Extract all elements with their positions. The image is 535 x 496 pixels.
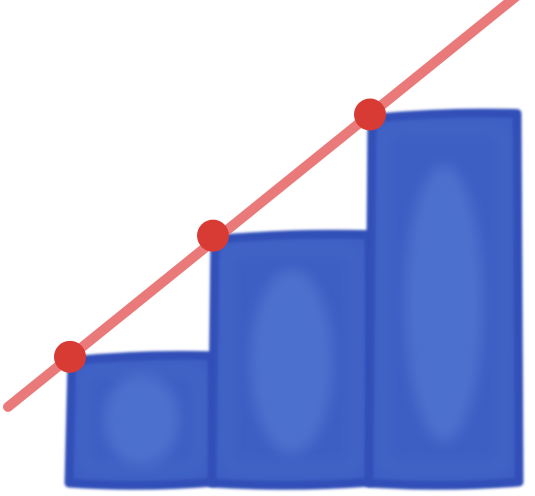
trend-line (3, 0, 520, 412)
bar-2-highlight (250, 269, 333, 454)
trend-point-2 (197, 219, 229, 252)
bar-2 (207, 229, 376, 490)
bar-1-rim (79, 365, 204, 473)
trend-point-1 (54, 340, 86, 373)
bars-group (64, 108, 524, 490)
trend-line-group (3, 0, 520, 412)
bar-3-highlight (405, 165, 483, 442)
bar-2-rim (222, 244, 361, 473)
trend-point-3 (354, 98, 386, 131)
bar-1 (64, 350, 219, 490)
bar-3 (364, 108, 524, 490)
bar-1-highlight (104, 373, 179, 466)
bar-3-rim (379, 123, 509, 474)
